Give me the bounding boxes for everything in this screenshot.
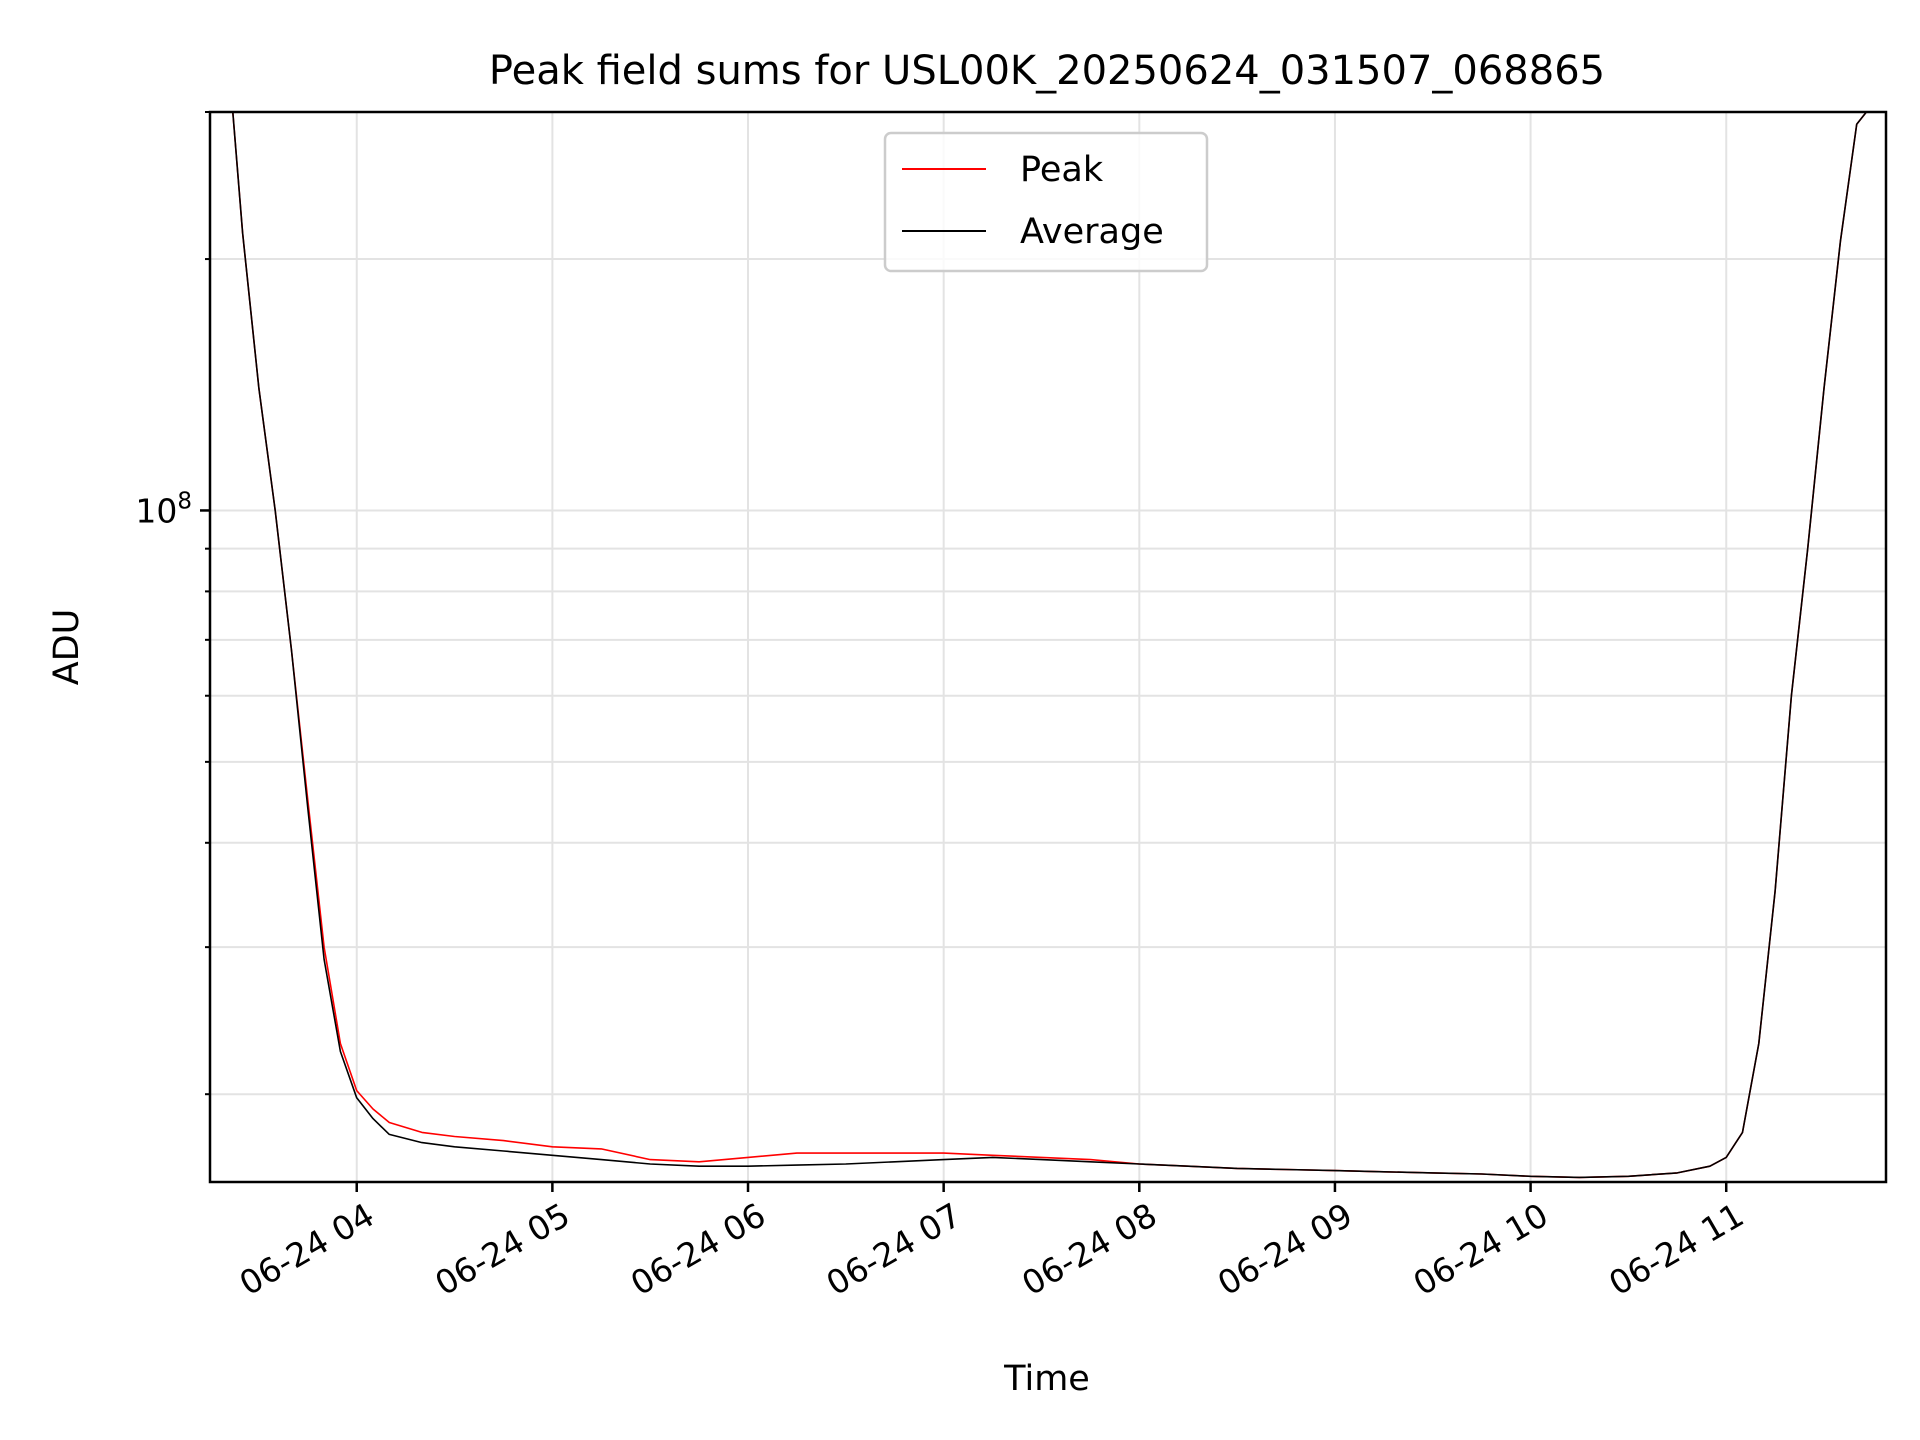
- y-axis-label: ADU: [47, 609, 87, 686]
- y-tick-label: 108: [135, 488, 192, 530]
- legend-box: [883, 131, 1209, 273]
- legend: Peak Average: [883, 131, 1209, 273]
- legend-peak-label: Peak: [1020, 150, 1104, 190]
- y-tick-labels: 108: [135, 488, 192, 530]
- legend-average-label: Average: [1020, 212, 1164, 252]
- plot-frame: [208, 110, 1888, 1184]
- series-average-line: [210, 112, 1868, 1179]
- x-axis-label: Time: [1003, 1359, 1090, 1399]
- y-tick-label-base: 10: [135, 491, 177, 530]
- ticks: [200, 111, 1728, 1192]
- y-tick-label-exponent: 8: [177, 488, 192, 514]
- series-layer: [210, 112, 1868, 1179]
- chart-title: Peak field sums for USL00K_20250624_0315…: [489, 48, 1605, 94]
- grid: [210, 111, 1886, 1182]
